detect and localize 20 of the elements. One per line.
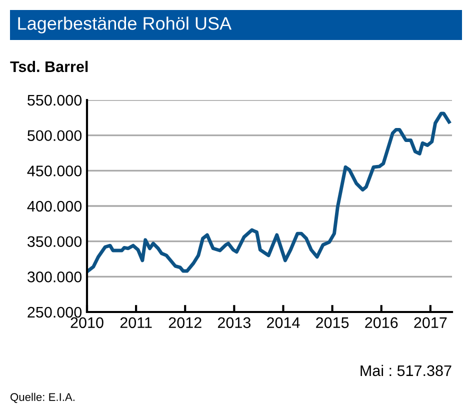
x-tick-label: 2014 — [267, 317, 300, 328]
y-tick-label: 300.000 — [28, 272, 82, 282]
x-tick-label: 2017 — [414, 317, 447, 328]
y-tick-label: 250.000 — [28, 306, 82, 318]
y-tick-label: 400.000 — [27, 200, 82, 212]
y-tick-label: 500.000 — [28, 130, 82, 142]
y-tick-label: 550.000 — [28, 94, 82, 106]
line-series — [87, 112, 451, 274]
x-tick-label: 2010 — [70, 317, 104, 328]
x-tick-label: 2016 — [365, 317, 398, 328]
x-tick-label: 2013 — [218, 317, 250, 328]
y-tick-label: 350.000 — [28, 236, 82, 248]
x-tick-label: 2011 — [120, 317, 152, 328]
text: Mai : 517.387 — [360, 364, 452, 376]
x-tick-label: 2012 — [168, 317, 202, 328]
chart-title: Lagerbestände Rohöl USA — [18, 16, 232, 34]
y-axis-title: Tsd. Barrel — [10, 60, 88, 72]
source-note: Quelle: E.I.A. — [10, 392, 74, 403]
y-tick-label: 450.000 — [27, 166, 82, 176]
x-tick-label: 2015 — [316, 317, 349, 328]
